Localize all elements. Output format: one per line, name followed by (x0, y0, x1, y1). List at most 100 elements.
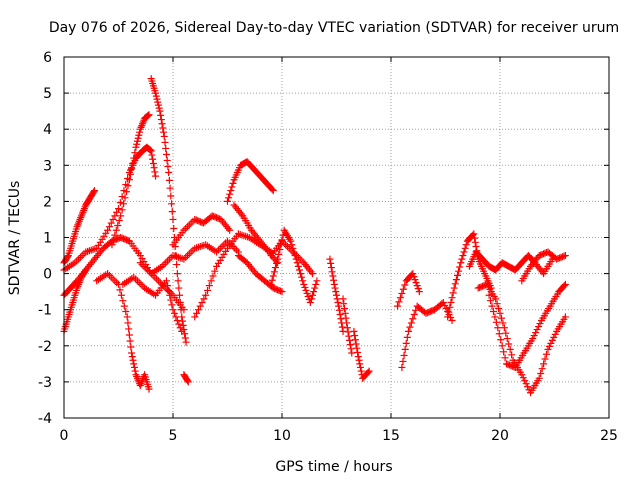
y-tick-label: 5 (43, 86, 52, 102)
data-point (471, 234, 479, 242)
data-point (164, 282, 172, 290)
data-point (344, 328, 352, 336)
data-point (409, 270, 417, 278)
data-point (168, 208, 176, 216)
data-point (547, 339, 555, 347)
data-point (124, 237, 132, 245)
data-point (167, 192, 175, 200)
data-point (287, 237, 295, 245)
y-tick-label: -4 (38, 411, 52, 427)
data-point (471, 238, 479, 246)
data-point (155, 104, 163, 112)
data-point (345, 332, 353, 340)
series-arc-03 (60, 266, 90, 335)
data-point (148, 151, 156, 159)
data-point (196, 243, 204, 251)
data-point (162, 277, 170, 285)
data-point (276, 246, 284, 254)
data-point (538, 365, 546, 373)
data-point (124, 182, 132, 190)
data-point (522, 380, 530, 388)
data-point (313, 277, 321, 285)
series-arc-28 (518, 248, 569, 285)
data-point (170, 224, 178, 232)
data-point (445, 308, 453, 316)
series-arc-11 (180, 371, 192, 386)
data-point (448, 294, 456, 302)
data-point (502, 329, 510, 337)
data-point (104, 226, 112, 234)
data-point (412, 279, 420, 287)
data-point (149, 155, 157, 163)
data-point (395, 298, 403, 306)
data-point (170, 309, 178, 317)
data-point (487, 297, 495, 305)
data-point (165, 169, 173, 177)
data-point (441, 301, 449, 309)
data-point (225, 194, 233, 202)
series-arc-21 (350, 327, 373, 382)
series-arc-24 (444, 230, 495, 321)
data-point (364, 368, 372, 376)
data-point (132, 275, 140, 283)
data-point (145, 111, 153, 119)
data-point (224, 197, 231, 205)
data-point (128, 349, 136, 357)
data-point (498, 342, 506, 350)
data-point (191, 244, 199, 252)
data-point (470, 230, 478, 238)
data-point (353, 344, 361, 352)
data-point (156, 107, 164, 115)
data-point (117, 212, 125, 220)
data-point (283, 243, 291, 251)
data-point (413, 282, 421, 290)
data-point (489, 308, 497, 316)
data-point (365, 367, 373, 375)
data-point (113, 208, 121, 216)
data-point (128, 165, 136, 173)
data-point (211, 267, 219, 275)
data-point (236, 230, 244, 238)
x-tick-label: 10 (273, 428, 291, 444)
data-point (271, 264, 279, 272)
data-point (158, 120, 166, 128)
data-point (494, 324, 502, 332)
data-point (336, 311, 344, 319)
data-point (135, 279, 143, 287)
data-point (278, 288, 286, 296)
data-point (167, 296, 175, 304)
data-point (112, 226, 120, 234)
series-arc-01 (60, 187, 99, 267)
data-point (533, 326, 541, 334)
data-point (153, 275, 161, 283)
data-point (174, 277, 182, 285)
data-point (207, 277, 215, 285)
data-point (333, 291, 340, 299)
data-point (561, 313, 569, 321)
data-point (506, 345, 514, 353)
data-point (309, 291, 317, 299)
data-point (131, 149, 139, 157)
data-point (122, 188, 130, 196)
y-axis-label: SDTVAR / TECUs (7, 181, 23, 296)
data-point (126, 337, 134, 345)
data-point (182, 224, 190, 232)
data-point (162, 150, 170, 158)
data-point (204, 286, 212, 294)
data-point (414, 285, 422, 293)
data-point (169, 306, 177, 314)
data-point (354, 353, 362, 361)
y-tick-label: -1 (38, 303, 52, 319)
data-point (342, 314, 350, 322)
data-point (76, 253, 84, 261)
data-point (451, 280, 459, 288)
data-point (227, 187, 235, 195)
data-point (312, 280, 320, 288)
data-point (453, 271, 461, 279)
data-point (350, 327, 358, 335)
data-point (82, 248, 90, 256)
data-point (311, 284, 319, 292)
data-point (127, 343, 135, 351)
data-point (125, 176, 133, 184)
